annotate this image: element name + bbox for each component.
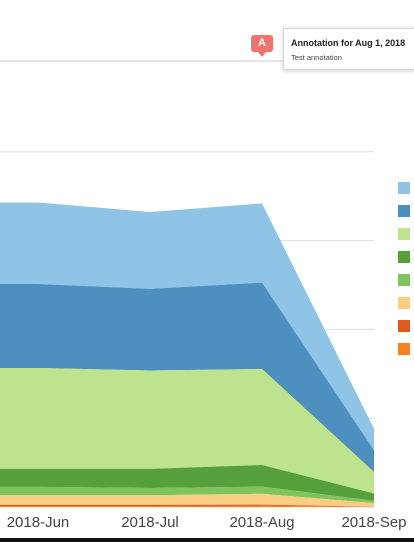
bottom-edge-bar xyxy=(0,538,414,542)
legend-swatch-3[interactable] xyxy=(398,251,410,263)
legend-swatch-5[interactable] xyxy=(398,297,410,309)
annotation-tooltip-text: Test annotation xyxy=(291,53,414,62)
legend-swatch-0[interactable] xyxy=(398,182,410,194)
x-tick-label-0: 2018-Jun xyxy=(7,514,70,531)
legend-swatch-6[interactable] xyxy=(398,320,410,332)
x-tick-label-3: 2018-Sep xyxy=(341,514,406,531)
x-axis: 2018-Jun 2018-Jul 2018-Aug 2018-Sep xyxy=(7,514,407,531)
annotation-tooltip: Annotation for Aug 1, 2018 Test annotati… xyxy=(283,28,414,70)
legend xyxy=(398,182,412,366)
annotation-flag-letter: A xyxy=(258,37,266,49)
area-series-group xyxy=(0,202,374,507)
legend-swatch-4[interactable] xyxy=(398,274,410,286)
legend-swatch-7[interactable] xyxy=(398,343,410,355)
annotation-flag-marker[interactable]: A xyxy=(251,35,273,52)
legend-swatch-2[interactable] xyxy=(398,228,410,240)
x-tick-label-1: 2018-Jul xyxy=(121,514,179,531)
x-tick-label-2: 2018-Aug xyxy=(229,514,294,531)
annotation-tooltip-title: Annotation for Aug 1, 2018 xyxy=(291,38,414,48)
legend-swatch-1[interactable] xyxy=(398,205,410,217)
